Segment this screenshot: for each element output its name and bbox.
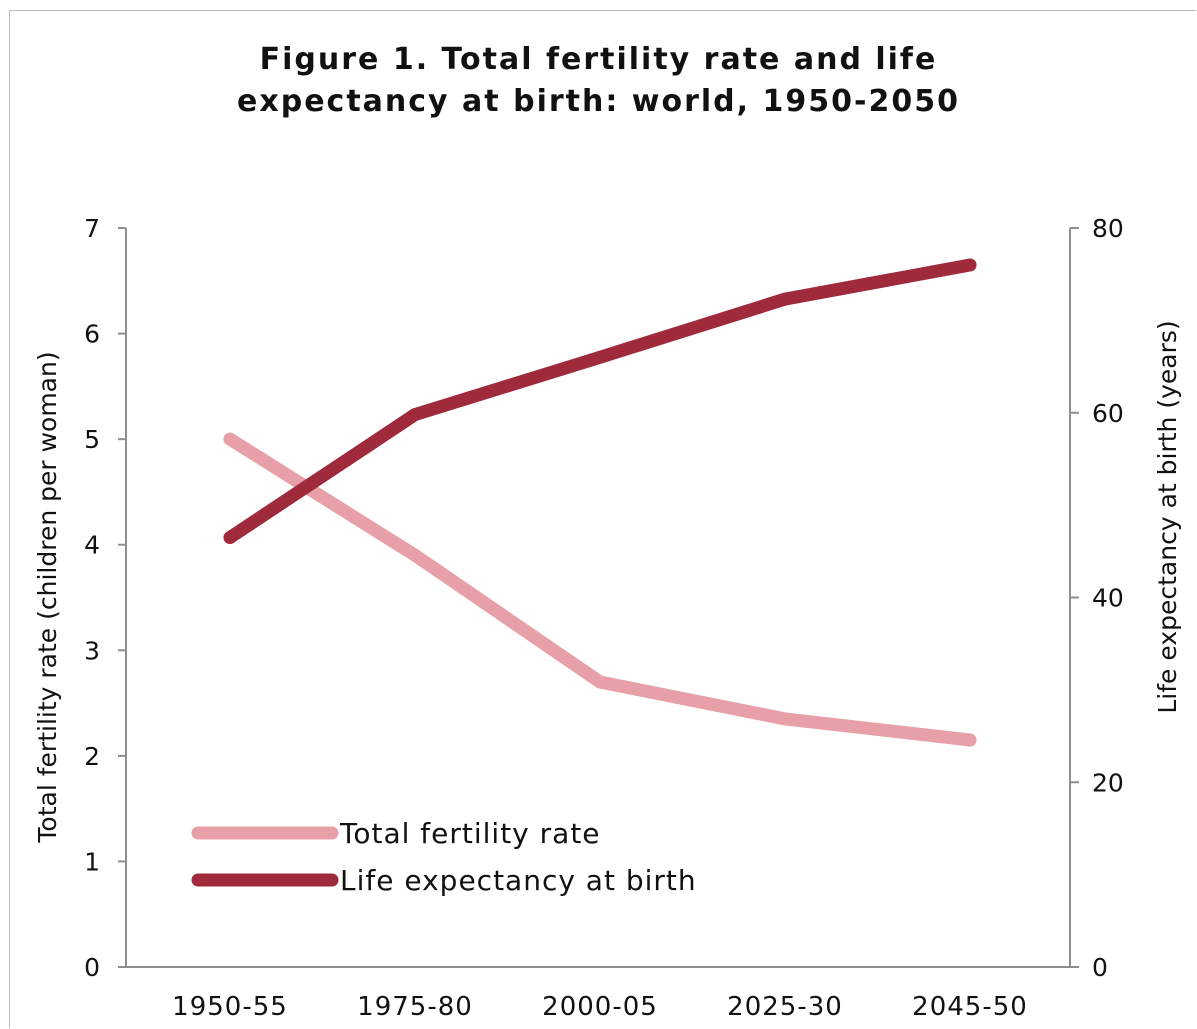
left-y-tick-label: 2 — [84, 742, 100, 771]
series-0-point — [778, 712, 792, 726]
x-tick-label: 1975-80 — [357, 992, 473, 1022]
series-1-point — [963, 258, 977, 272]
chart-title-line-1: Figure 1. Total fertility rate and life — [259, 42, 938, 77]
right-y-tick-label: 20 — [1092, 768, 1124, 797]
chart-frame — [9, 10, 1196, 1028]
chart-title-line-2: expectancy at birth: world, 1950-2050 — [237, 84, 960, 119]
left-y-tick-label: 5 — [84, 425, 100, 454]
right-y-tick-label: 80 — [1092, 214, 1124, 243]
series-1-point — [223, 531, 237, 544]
series-1-point — [593, 350, 607, 364]
left-y-tick-label: 6 — [84, 320, 100, 349]
series-0-point — [963, 733, 977, 747]
left-y-tick-label: 7 — [84, 214, 100, 243]
x-tick-label: 2000-05 — [542, 992, 658, 1022]
x-tick-label: 2045-50 — [912, 992, 1028, 1022]
x-tick-label: 2025-30 — [727, 992, 843, 1022]
legend-label-0: Total fertility rate — [339, 817, 601, 850]
left-y-tick-label: 0 — [84, 953, 100, 982]
left-y-tick-label: 1 — [84, 847, 100, 876]
series-1-point — [778, 292, 792, 306]
series-line-1 — [223, 258, 977, 544]
series-0-point — [223, 432, 237, 446]
x-tick-label: 1950-55 — [172, 992, 288, 1022]
series-0-point — [408, 548, 422, 562]
right-y-axis-title: Life expectancy at birth (years) — [1153, 320, 1182, 713]
left-y-tick-label: 3 — [84, 636, 100, 665]
series-1-point — [408, 408, 422, 422]
series-line-0 — [223, 432, 977, 747]
right-y-tick-label: 0 — [1092, 953, 1108, 982]
right-y-tick-label: 60 — [1092, 399, 1124, 428]
right-y-tick-label: 40 — [1092, 584, 1124, 613]
series-0-point — [593, 675, 607, 689]
left-y-tick-label: 4 — [84, 531, 100, 560]
legend-label-1: Life expectancy at birth — [340, 864, 697, 897]
left-y-axis-title: Total fertility rate (children per woman… — [33, 351, 62, 843]
